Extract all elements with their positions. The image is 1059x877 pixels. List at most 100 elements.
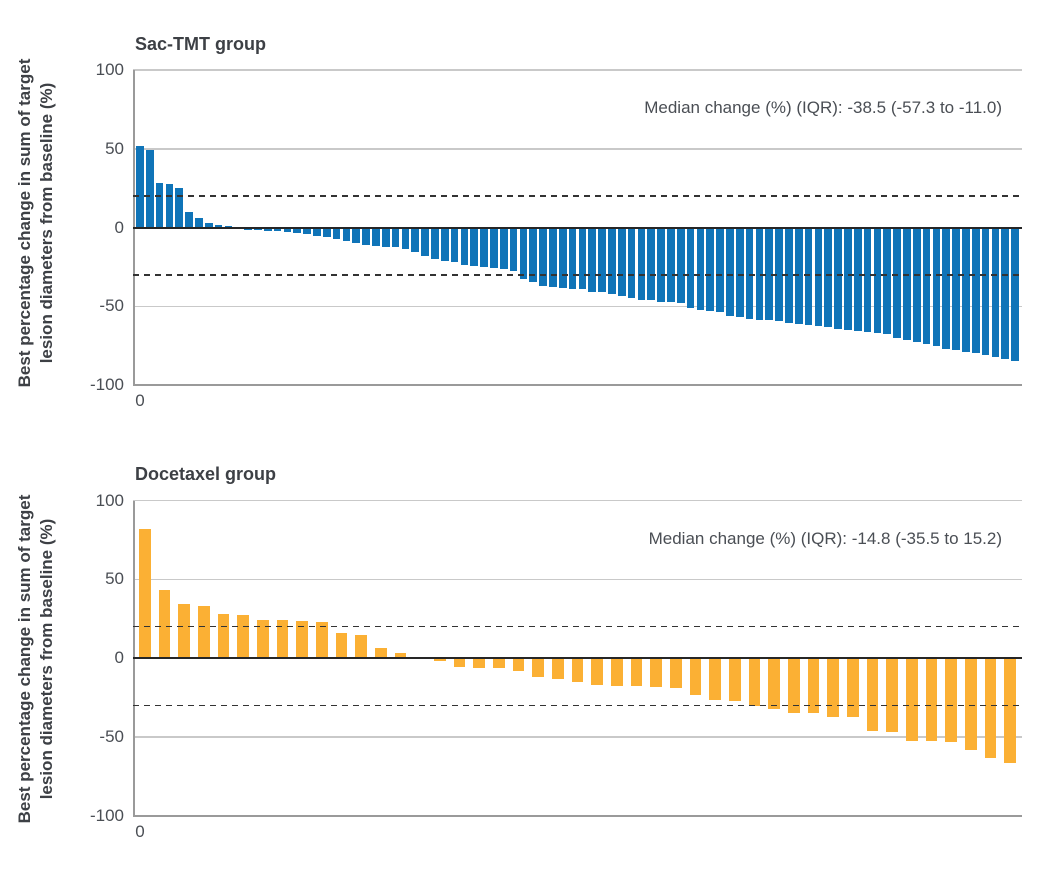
patient-bar	[273, 228, 282, 232]
patient-bar	[846, 659, 859, 718]
patient-bar	[421, 228, 429, 257]
patient-bar	[256, 620, 269, 658]
patient-bar	[863, 228, 872, 333]
patient-bar	[460, 228, 469, 266]
x-origin-label: 0	[135, 391, 145, 410]
patient-bar	[332, 228, 341, 239]
patient-bar	[768, 659, 781, 709]
patient-bar	[637, 228, 646, 300]
patient-bar	[571, 659, 584, 683]
patient-bar	[748, 659, 761, 706]
y-tick-label: 50	[105, 138, 124, 158]
patient-bar	[630, 659, 643, 686]
patient-bar	[374, 647, 387, 658]
patient-bar	[355, 635, 368, 658]
y-tick-label: -100	[89, 805, 124, 825]
patient-bar	[804, 228, 813, 325]
y-axis-label-line1: Best percentage change in sum of target	[15, 58, 34, 388]
patient-bar	[866, 659, 879, 731]
patient-bar	[499, 228, 508, 270]
patient-bar	[844, 228, 852, 330]
y-tick-label: -100	[89, 375, 124, 394]
patient-bar	[745, 228, 754, 319]
y-tick-label: 100	[95, 490, 124, 510]
patient-bar	[905, 659, 918, 741]
patient-bar	[886, 659, 899, 733]
patient-bar	[401, 228, 410, 249]
patient-bar	[827, 659, 840, 717]
patient-bar	[138, 528, 151, 658]
patient-bar	[598, 228, 606, 293]
patient-bar	[453, 659, 466, 667]
patient-bar	[650, 659, 663, 688]
patient-bar	[787, 659, 800, 714]
y-axis-label-line2: lesion diameters from baseline (%)	[37, 82, 56, 364]
y-tick-label: 100	[95, 60, 124, 79]
patient-bar	[591, 659, 604, 685]
panel-title-docetaxel: Docetaxel group	[135, 464, 277, 484]
patient-bar	[372, 228, 380, 246]
y-tick-label: -50	[99, 296, 124, 316]
patient-bar	[706, 228, 715, 311]
patient-bar	[411, 228, 420, 253]
patient-bar	[480, 228, 488, 268]
patient-bar	[794, 228, 803, 324]
median-annotation-docetaxel: Median change (%) (IQR): -14.8 (-35.5 to…	[648, 529, 1002, 548]
patient-bar	[352, 228, 361, 244]
patient-bar	[237, 614, 250, 658]
patient-bar	[942, 228, 951, 349]
gridline	[133, 305, 1022, 307]
gridline	[133, 148, 1022, 150]
patient-bar	[165, 184, 174, 228]
patient-bar	[217, 613, 230, 658]
patient-bar	[991, 228, 1000, 358]
patient-bar	[244, 228, 252, 230]
patient-bar	[283, 228, 292, 232]
y-axis-label-line1: Best percentage change in sum of target	[15, 494, 34, 824]
patient-bar	[431, 228, 439, 260]
patient-bar	[610, 659, 623, 686]
patient-bar	[558, 228, 567, 289]
patient-bar	[853, 228, 862, 331]
patient-bar	[529, 228, 538, 283]
patient-bar	[214, 225, 223, 228]
patient-bar	[178, 604, 191, 658]
patient-bar	[263, 228, 272, 231]
patient-bar	[490, 228, 498, 269]
patient-bar	[470, 228, 479, 266]
y-tick-label: -50	[99, 726, 124, 746]
patient-bar	[945, 659, 958, 743]
patient-bar	[532, 659, 545, 678]
patient-bar	[627, 228, 636, 299]
patient-bar	[962, 228, 970, 353]
y-tick-label: 50	[105, 569, 124, 589]
patient-bar	[814, 228, 823, 327]
patient-bar	[473, 659, 486, 668]
patient-bar	[136, 145, 144, 228]
x-axis-line	[133, 384, 1022, 386]
patient-bar	[204, 222, 213, 228]
patient-bar	[883, 228, 892, 335]
patient-bar	[893, 228, 901, 338]
patient-bar	[450, 228, 459, 263]
patient-bar	[785, 228, 793, 324]
patient-bar	[313, 228, 321, 237]
patient-bar	[689, 659, 702, 695]
patient-bar	[608, 228, 616, 294]
zero-line	[133, 657, 1022, 659]
patient-bar	[549, 228, 557, 288]
patient-bar	[303, 228, 311, 234]
patient-bar	[1001, 228, 1010, 360]
patient-bar	[617, 228, 626, 297]
y-tick-label: 0	[114, 217, 124, 237]
y-tick-label: 0	[114, 648, 124, 667]
patient-bar	[568, 228, 577, 289]
patient-bar	[726, 228, 734, 316]
dashed-reference-line	[133, 195, 1022, 197]
dashed-reference-line	[133, 274, 1022, 276]
patient-bar	[322, 228, 331, 238]
patient-bar	[145, 150, 154, 228]
patient-bar	[676, 228, 685, 303]
patient-bar	[647, 228, 656, 300]
